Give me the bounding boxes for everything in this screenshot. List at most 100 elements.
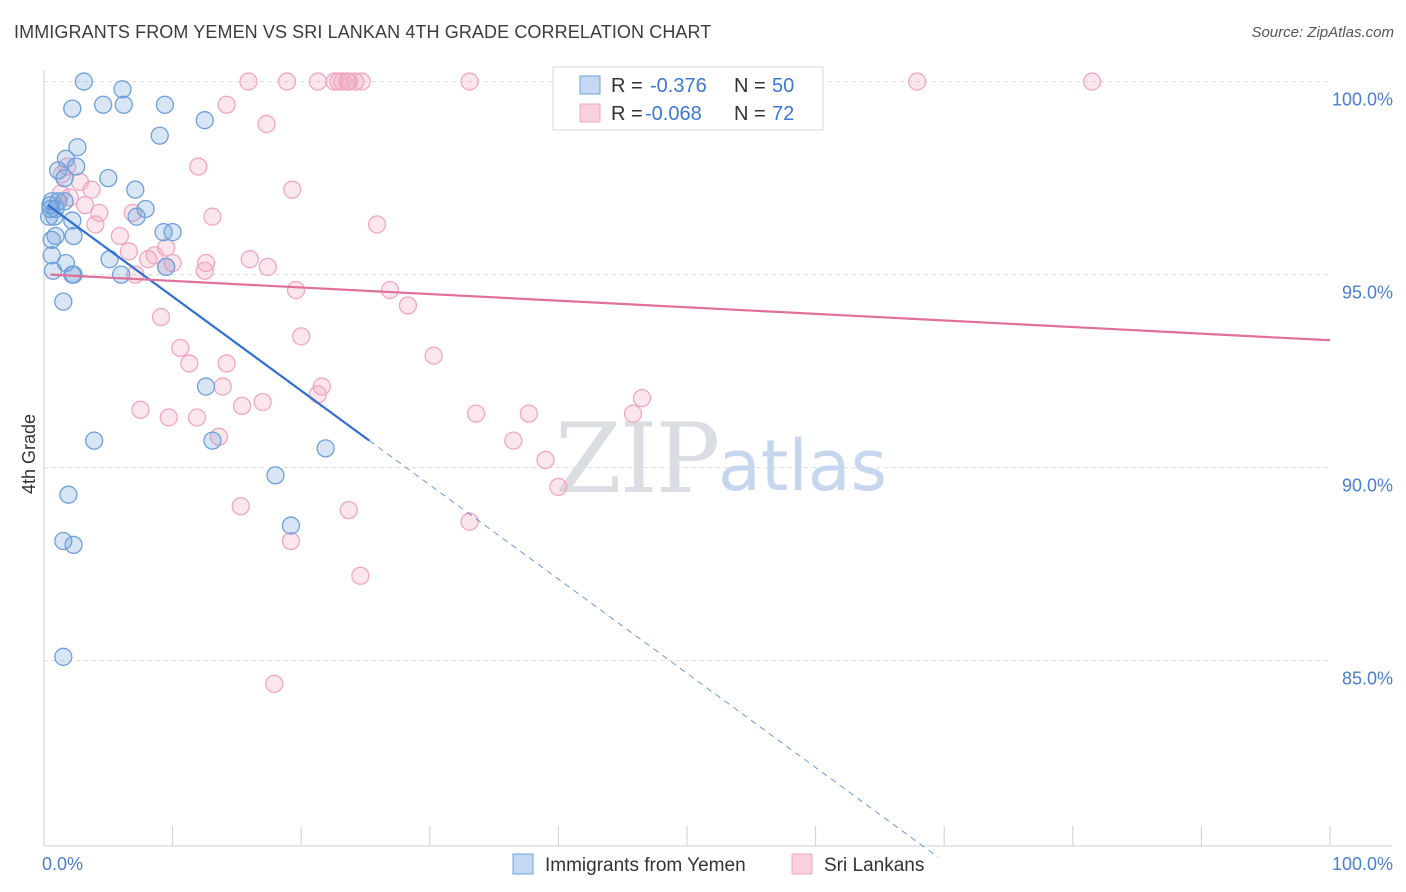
- point-yemen-24: [42, 230, 61, 250]
- point-srilankans-58: [504, 431, 523, 450]
- point-srilankans-70: [466, 404, 486, 423]
- watermark: ZIP atlas: [555, 403, 887, 515]
- watermark-zip: ZIP: [555, 403, 718, 515]
- point-srilankans-66: [281, 531, 301, 551]
- point-srilankans-67: [231, 497, 250, 516]
- point-srilankans-22: [283, 180, 302, 199]
- point-srilankans-4: [333, 72, 352, 91]
- point-srilankans-44: [171, 338, 190, 358]
- point-srilankans-9: [460, 72, 479, 91]
- point-yemen-48: [64, 226, 83, 246]
- point-srilankans-0: [277, 72, 297, 91]
- point-yemen-12: [55, 168, 74, 188]
- x-tick-label-0: 0.0%: [42, 854, 83, 874]
- point-srilankans-63: [632, 389, 652, 408]
- point-srilankans-55: [159, 408, 178, 427]
- point-yemen-30: [54, 292, 73, 311]
- x-tick-label-1: 100.0%: [1332, 854, 1393, 874]
- point-srilankans-24: [86, 215, 105, 234]
- point-srilankans-8: [352, 72, 371, 91]
- point-yemen-5: [150, 126, 169, 145]
- point-srilankans-50: [424, 346, 443, 365]
- point-yemen-32: [112, 265, 131, 284]
- point-srilankans-6: [339, 72, 358, 91]
- trend-line-extension-yemen: [369, 440, 939, 858]
- point-srilankans-69: [265, 674, 284, 694]
- point-yemen-39: [266, 466, 285, 485]
- gridlines: [44, 81, 1330, 662]
- point-yemen-6: [195, 111, 214, 130]
- point-yemen-8: [68, 138, 87, 157]
- y-tick-label-3: 85.0%: [1342, 669, 1393, 689]
- point-srilankans-61: [549, 477, 568, 497]
- bottom-legend-swatch-srilankans: [791, 853, 813, 875]
- point-srilankans-36: [157, 238, 176, 257]
- point-srilankans-62: [623, 404, 643, 423]
- point-srilankans-68: [339, 500, 358, 520]
- point-srilankans-60: [536, 450, 555, 470]
- point-yemen-13: [126, 180, 145, 199]
- point-srilankans-65: [213, 377, 232, 396]
- point-yemen-31: [100, 250, 119, 269]
- trend-lines: [47, 204, 1331, 858]
- bottom-legend-swatch-yemen: [512, 853, 534, 875]
- chart-title: IMMIGRANTS FROM YEMEN VS SRI LANKAN 4TH …: [14, 22, 712, 42]
- legend-n-label-srilankans: N =: [734, 103, 766, 125]
- correlation-legend: R = -0.376 N = 50 R = -0.068 N = 72: [552, 66, 824, 131]
- point-srilankans-26: [367, 215, 387, 234]
- point-srilankans-12: [239, 72, 258, 91]
- point-yemen-29: [43, 261, 63, 280]
- watermark-atlas: atlas: [718, 425, 887, 507]
- legend-r-value-yemen: -0.376: [650, 75, 707, 97]
- point-yemen-25: [42, 246, 61, 265]
- point-srilankans-1: [308, 72, 328, 91]
- point-srilankans-46: [131, 400, 150, 419]
- point-srilankans-31: [196, 253, 216, 273]
- series-legend: Immigrants from Yemen Sri Lankans: [512, 853, 924, 876]
- point-srilankans-10: [908, 72, 927, 91]
- point-srilankans-27: [203, 207, 222, 226]
- point-yemen-14: [99, 168, 118, 188]
- point-srilankans-34: [258, 257, 277, 277]
- point-srilankans-7: [346, 72, 365, 91]
- point-srilankans-2: [325, 72, 344, 91]
- y-tick-labels: 100.0% 95.0% 90.0% 85.0%: [1332, 90, 1393, 689]
- point-yemen-2: [94, 95, 113, 114]
- point-yemen-4: [113, 80, 132, 99]
- legend-r-value-srilankans: -0.068: [645, 103, 702, 125]
- point-yemen-38: [316, 439, 335, 458]
- point-yemen-42: [64, 535, 83, 555]
- bottom-legend-label-yemen: Immigrants from Yemen: [545, 855, 746, 876]
- point-srilankans-71: [257, 114, 276, 134]
- point-yemen-44: [54, 647, 73, 666]
- point-yemen-37: [85, 431, 104, 450]
- bottom-legend-label-srilankans: Sri Lankans: [824, 855, 924, 876]
- point-yemen-35: [196, 377, 216, 396]
- point-srilankans-41: [380, 280, 400, 300]
- y-tick-label-2: 90.0%: [1342, 476, 1393, 496]
- point-yemen-41: [54, 531, 73, 551]
- point-yemen-7: [155, 95, 175, 114]
- legend-swatch-srilankans: [579, 103, 601, 123]
- trend-line-srilankans: [50, 273, 1331, 342]
- legend-n-label-yemen: N =: [734, 75, 766, 97]
- point-srilankans-33: [240, 250, 259, 269]
- legend-n-value-srilankans: 72: [772, 103, 794, 125]
- point-srilankans-32: [119, 242, 139, 261]
- y-axis-label: 4th Grade: [19, 414, 39, 494]
- y-tick-label-1: 95.0%: [1342, 283, 1393, 303]
- point-yemen-3: [63, 99, 82, 118]
- point-yemen-1: [114, 95, 133, 114]
- y-tick-label-0: 100.0%: [1332, 90, 1393, 110]
- point-yemen-16: [127, 207, 146, 226]
- point-srilankans-45: [180, 354, 199, 373]
- point-yemen-33: [157, 257, 176, 277]
- point-srilankans-57: [460, 512, 479, 531]
- point-srilankans-11: [1082, 72, 1102, 91]
- point-srilankans-48: [232, 396, 252, 416]
- point-srilankans-38: [195, 261, 214, 280]
- x-tick-labels: 0.0% 100.0%: [42, 854, 1393, 874]
- point-srilankans-56: [351, 566, 370, 585]
- chart-source: Source: ZipAtlas.com: [1251, 24, 1394, 41]
